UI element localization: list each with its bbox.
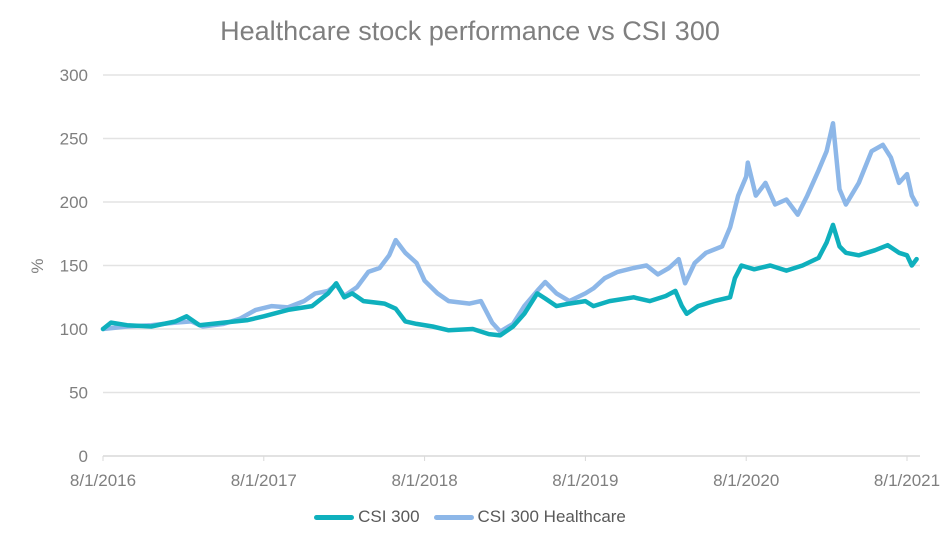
- y-tick-label: 0: [79, 447, 88, 466]
- x-tick-label: 8/1/2016: [70, 471, 136, 490]
- y-tick-label: 150: [60, 257, 88, 276]
- x-tick-label: 8/1/2020: [713, 471, 779, 490]
- x-tick-label: 8/1/2017: [231, 471, 297, 490]
- legend: CSI 300 CSI 300 Healthcare: [0, 507, 940, 527]
- y-tick-label: 100: [60, 320, 88, 339]
- x-tick-label: 8/1/2019: [552, 471, 618, 490]
- chart-title: Healthcare stock performance vs CSI 300: [220, 16, 720, 46]
- legend-item-csi300[interactable]: CSI 300: [314, 507, 420, 527]
- y-axis-label: %: [28, 258, 47, 273]
- y-tick-label: 300: [60, 66, 88, 85]
- y-tick-label: 50: [69, 384, 88, 403]
- y-tick-label: 250: [60, 130, 88, 149]
- y-tick-label: 200: [60, 193, 88, 212]
- x-tick-label: 8/1/2018: [392, 471, 458, 490]
- legend-label: CSI 300: [358, 507, 420, 526]
- legend-swatch: [433, 514, 474, 520]
- x-tick-label: 8/1/2021: [874, 471, 940, 490]
- legend-item-healthcare[interactable]: CSI 300 Healthcare: [433, 507, 626, 527]
- csi300-series-line: [100, 222, 919, 338]
- legend-swatch: [314, 514, 355, 520]
- healthcare-series-line: [100, 121, 919, 334]
- legend-label: CSI 300 Healthcare: [477, 507, 626, 526]
